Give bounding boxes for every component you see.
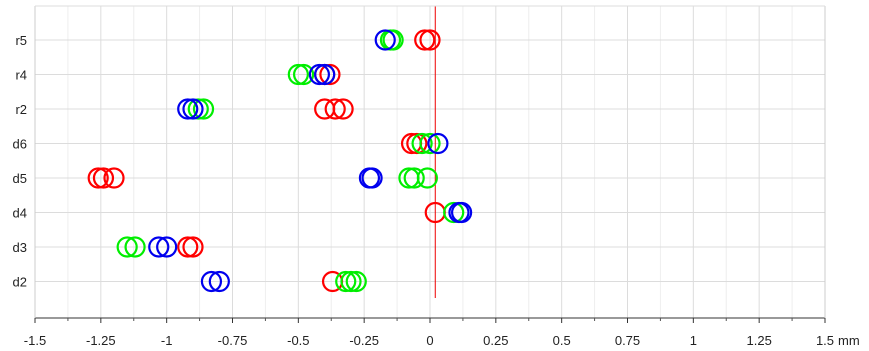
data-point <box>414 29 436 51</box>
x-tick-label: 0 <box>426 333 433 348</box>
data-point <box>287 63 309 86</box>
y-category-label: d4 <box>13 206 27 221</box>
x-tick-label: -0.5 <box>287 333 309 348</box>
data-point <box>314 63 336 86</box>
y-category-label: r5 <box>15 33 27 48</box>
x-tick-label: 1.5 <box>816 333 834 348</box>
data-point <box>187 98 209 120</box>
data-point <box>208 270 230 293</box>
data-point <box>427 132 449 155</box>
data-point <box>332 98 354 120</box>
data-point <box>406 132 428 155</box>
data-point <box>411 132 433 155</box>
data-point <box>87 167 109 189</box>
x-tick-label: 1 <box>690 333 697 348</box>
data-point <box>403 167 425 189</box>
y-category-label: r2 <box>15 102 27 117</box>
data-point <box>416 167 438 189</box>
y-category-label: d6 <box>13 137 27 152</box>
data-point <box>116 236 138 258</box>
y-category-label: d2 <box>13 275 27 290</box>
data-point <box>345 270 367 293</box>
vertical-gridlines <box>34 6 826 318</box>
x-tick-label: -1.25 <box>86 333 116 348</box>
x-tick-label: 0.75 <box>615 333 640 348</box>
data-point <box>324 98 346 120</box>
data-point <box>340 270 362 293</box>
data-point <box>374 29 396 51</box>
data-point <box>92 167 115 189</box>
data-point <box>148 236 170 258</box>
data-point <box>177 98 199 120</box>
data-point <box>319 63 341 86</box>
data-point <box>156 236 178 258</box>
data-point <box>308 63 330 86</box>
data-point <box>382 29 404 51</box>
x-tick-label: -0.75 <box>218 333 248 348</box>
x-tick-label: 0.5 <box>553 333 571 348</box>
data-point <box>192 98 215 120</box>
data-point <box>182 236 204 258</box>
data-point <box>361 167 383 189</box>
y-category-label: r4 <box>15 68 27 83</box>
data-point <box>124 236 146 258</box>
data-point <box>419 132 441 155</box>
data-point <box>443 201 465 224</box>
data-point <box>419 29 441 51</box>
x-tick-label: 0.25 <box>483 333 508 348</box>
x-tick-label: -1.5 <box>24 333 46 348</box>
horizontal-gridlines <box>35 39 825 282</box>
y-category-label: d5 <box>13 171 27 186</box>
data-point <box>177 236 199 258</box>
data-point <box>335 270 357 293</box>
x-tick-label: 1.25 <box>747 333 772 348</box>
data-point <box>293 63 315 86</box>
y-category-label: d3 <box>13 240 27 255</box>
x-axis-unit: mm <box>838 333 860 348</box>
y-axis-labels: r5 r4 r2 d6 d5 d4 d3 d2 <box>13 33 27 290</box>
data-point <box>103 167 125 189</box>
x-axis-ticks: -1.5 -1.25 -1 -0.75 -0.5 -0.25 0 0.25 0.5 0.75 1 1.… <box>24 318 834 348</box>
x-tick-label: -1 <box>161 333 173 348</box>
data-point <box>182 98 204 120</box>
data-points <box>87 29 473 293</box>
data-point <box>200 270 223 293</box>
x-tick-label: -0.25 <box>349 333 379 348</box>
data-point <box>451 201 473 224</box>
